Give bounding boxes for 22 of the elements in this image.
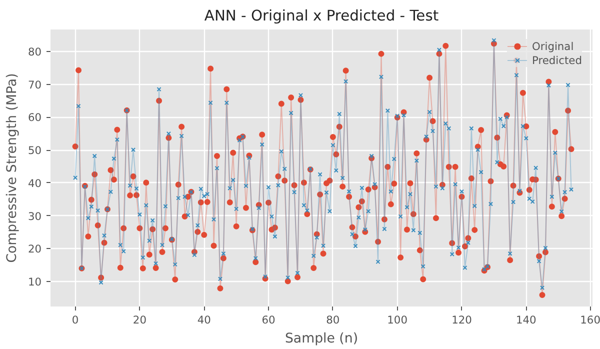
x-tick-label: 100 [387, 314, 408, 326]
x-tick-label: 0 [72, 314, 79, 326]
y-tick-label: 30 [28, 210, 42, 223]
x-tick-label: 20 [132, 314, 147, 326]
x-tick-label: 40 [197, 314, 212, 326]
y-tick-label: 10 [28, 276, 42, 289]
y-axis-title: Compressive Strength (MPa) [4, 73, 20, 263]
y-tick-label: 80 [28, 46, 42, 59]
legend-label: Original [532, 39, 574, 53]
y-tick-label: 40 [28, 176, 42, 190]
x-axis-title: Sample (n) [284, 332, 358, 346]
y-tick-label: 60 [28, 111, 42, 124]
x-tick-label: 120 [452, 314, 472, 326]
x-tick-label: 60 [262, 314, 276, 326]
legend-label: Predicted [532, 53, 582, 67]
x-tick-label: 140 [516, 314, 537, 326]
y-tick-label: 50 [28, 144, 42, 158]
x-tick-label: 160 [580, 314, 600, 326]
chart-title: ANN - Original x Predicted - Test [204, 8, 439, 24]
x-tick-label: 80 [326, 314, 340, 326]
y-tick-label: 70 [28, 78, 42, 92]
y-tick-label: 20 [28, 242, 42, 256]
